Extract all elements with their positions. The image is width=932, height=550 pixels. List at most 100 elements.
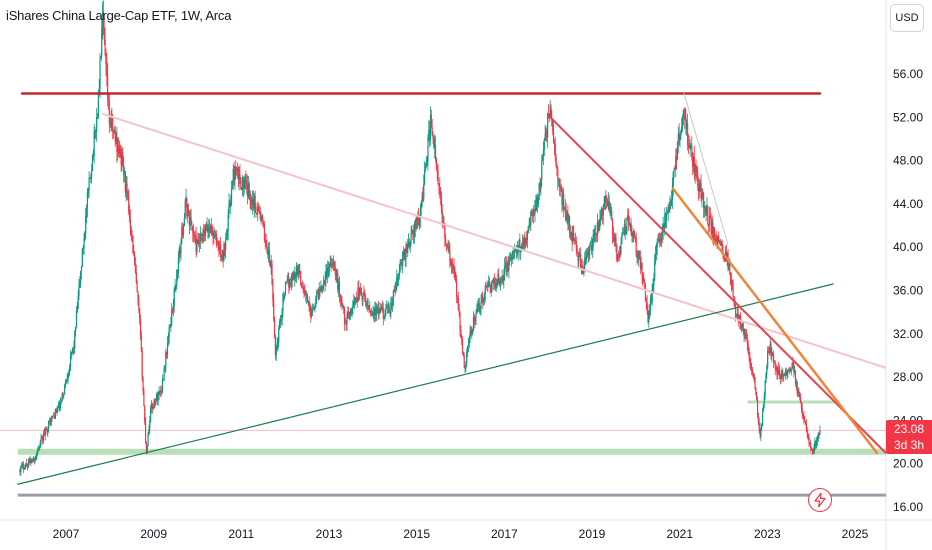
candle-body xyxy=(32,457,35,462)
trendline[interactable] xyxy=(549,116,886,454)
candle-body xyxy=(597,222,599,232)
candle-body xyxy=(471,329,473,335)
candle-body xyxy=(64,385,66,394)
candle-body xyxy=(42,433,45,442)
candle-body xyxy=(189,217,191,226)
candle-body xyxy=(815,441,817,446)
candle-body xyxy=(423,170,426,184)
candle-body xyxy=(715,238,717,241)
candle-body xyxy=(61,394,63,401)
candle-body xyxy=(186,198,188,217)
candle-body xyxy=(425,162,427,168)
candle-body xyxy=(98,88,100,94)
trendline[interactable] xyxy=(683,92,729,245)
candle-body xyxy=(125,183,127,193)
lightning-icon[interactable] xyxy=(808,488,832,512)
candle-body xyxy=(278,328,280,343)
trendline[interactable] xyxy=(671,187,879,455)
candle-body xyxy=(279,319,282,322)
candle-body xyxy=(342,306,344,308)
candle-body xyxy=(318,289,320,300)
candle-body xyxy=(577,252,579,262)
candle-body xyxy=(344,322,346,324)
candle-body xyxy=(284,281,287,295)
candle-body xyxy=(144,405,146,422)
candle-body xyxy=(810,443,812,448)
candle-body xyxy=(681,126,683,131)
candle-body xyxy=(458,308,460,313)
candle-body xyxy=(42,436,44,442)
candle-body xyxy=(584,257,586,266)
candle-body xyxy=(585,255,588,260)
candle-body xyxy=(627,215,629,218)
candle-body xyxy=(525,238,528,241)
candle-body xyxy=(609,211,611,213)
candle-body xyxy=(267,251,269,256)
candle-body xyxy=(686,123,689,145)
candle-body xyxy=(582,269,584,274)
candle-body xyxy=(636,253,638,258)
candle-body xyxy=(432,134,434,139)
candle-body xyxy=(28,459,30,463)
candle-body xyxy=(647,309,649,322)
candle-body xyxy=(85,207,88,216)
candle-body xyxy=(166,352,168,355)
candle-body xyxy=(462,352,464,356)
candle-body xyxy=(314,305,316,308)
candle-body xyxy=(391,302,393,306)
plot-area[interactable] xyxy=(0,0,916,497)
candle-body xyxy=(792,362,794,364)
candle-body xyxy=(235,166,237,170)
candle-body xyxy=(565,212,567,220)
trendline[interactable] xyxy=(17,283,834,485)
candle-body xyxy=(472,329,474,331)
candle-body xyxy=(343,306,345,308)
candle-body xyxy=(430,114,432,128)
candle-body xyxy=(553,141,556,145)
candle-body xyxy=(734,300,736,307)
candle-body xyxy=(59,402,62,409)
candle-body xyxy=(571,231,573,243)
candle-body xyxy=(198,239,200,245)
candle-body xyxy=(579,253,582,267)
candle-body xyxy=(499,278,502,284)
candle-body xyxy=(429,114,432,141)
candle-body xyxy=(46,427,48,432)
candle-body xyxy=(354,297,357,300)
trendline[interactable] xyxy=(102,113,907,375)
price-axis[interactable]: 16.0020.0024.0028.0032.0036.0040.0044.00… xyxy=(893,67,923,514)
candle-body xyxy=(423,183,425,200)
candle-body xyxy=(696,169,698,174)
candle-body xyxy=(654,259,656,279)
candle-body xyxy=(529,224,531,226)
candle-body xyxy=(493,278,496,284)
candle-body xyxy=(595,232,597,235)
candle-body xyxy=(387,305,389,307)
candle-body xyxy=(83,238,85,249)
candle-body xyxy=(74,331,76,349)
candle-body xyxy=(622,233,624,236)
candle-body xyxy=(692,156,695,168)
candle-body xyxy=(677,133,679,143)
candle-body xyxy=(338,281,340,290)
candle-body xyxy=(692,157,694,168)
candle-body xyxy=(258,210,260,212)
candle-body xyxy=(191,225,193,230)
time-axis[interactable]: 2007 2009 2011 2013 2015 2017 2019 2021 2023 2025 xyxy=(53,527,869,541)
candle-body xyxy=(243,181,245,188)
candle-body xyxy=(91,156,94,171)
candle-body xyxy=(666,213,668,215)
candle-body xyxy=(541,160,543,180)
candle-body xyxy=(809,443,811,444)
candle-body xyxy=(53,415,55,417)
candle-body xyxy=(257,207,260,211)
candle-body xyxy=(538,183,540,197)
currency-button[interactable]: USD xyxy=(890,4,924,32)
candle-body xyxy=(370,310,372,314)
candle-body xyxy=(69,354,72,366)
candle-body xyxy=(378,309,380,315)
candle-body xyxy=(418,217,420,226)
candle-body xyxy=(799,392,801,397)
